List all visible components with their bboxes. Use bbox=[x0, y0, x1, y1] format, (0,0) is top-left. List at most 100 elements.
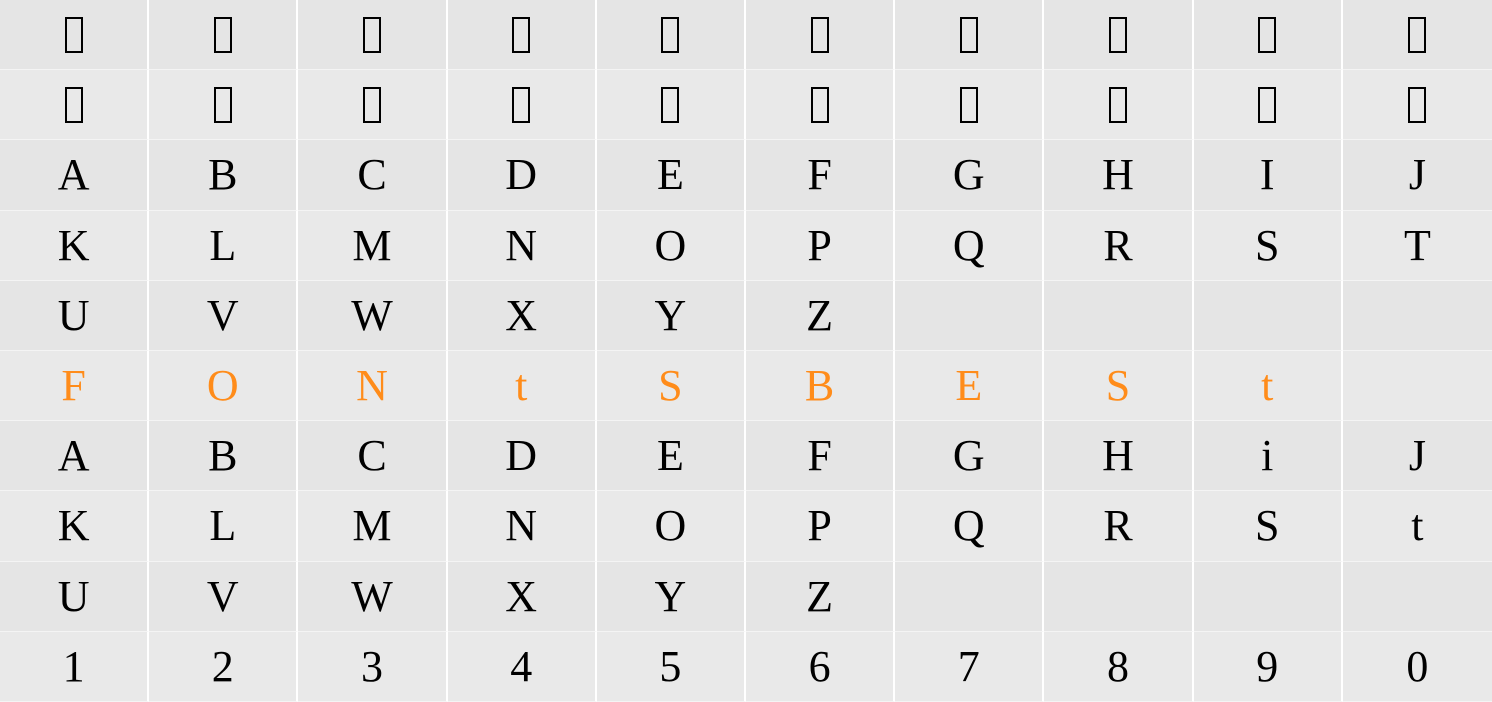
glyph-cell: 3 bbox=[298, 632, 447, 702]
notdef-glyph bbox=[1408, 87, 1426, 123]
glyph-cell: 5 bbox=[597, 632, 746, 702]
glyph-cell: P bbox=[746, 491, 895, 561]
glyph-cell: R bbox=[1044, 211, 1193, 281]
glyph-cell: C bbox=[298, 421, 447, 491]
notdef-glyph bbox=[1258, 17, 1276, 53]
notdef-glyph bbox=[1258, 87, 1276, 123]
glyph-cell: P bbox=[746, 211, 895, 281]
glyph-cell: B bbox=[746, 351, 895, 421]
glyph-cell: S bbox=[1194, 211, 1343, 281]
glyph-cell: 8 bbox=[1044, 632, 1193, 702]
glyph-cell: Q bbox=[895, 211, 1044, 281]
glyph-cell bbox=[298, 70, 447, 140]
glyph-cell bbox=[746, 0, 895, 70]
glyph-cell: E bbox=[895, 351, 1044, 421]
glyph-cell bbox=[1343, 0, 1492, 70]
notdef-glyph bbox=[363, 87, 381, 123]
glyph-cell: W bbox=[298, 562, 447, 632]
glyph-cell bbox=[1044, 562, 1193, 632]
glyph-cell bbox=[1194, 0, 1343, 70]
glyph-cell: E bbox=[597, 140, 746, 210]
glyph-cell: G bbox=[895, 140, 1044, 210]
glyph-cell: O bbox=[597, 211, 746, 281]
glyph-cell: A bbox=[0, 140, 149, 210]
glyph-cell: G bbox=[895, 421, 1044, 491]
glyph-cell: A bbox=[0, 421, 149, 491]
glyph-cell: t bbox=[448, 351, 597, 421]
glyph-cell: F bbox=[0, 351, 149, 421]
glyph-cell bbox=[1194, 281, 1343, 351]
glyph-cell: T bbox=[1343, 211, 1492, 281]
glyph-cell: U bbox=[0, 281, 149, 351]
glyph-cell bbox=[1044, 70, 1193, 140]
glyph-cell bbox=[1343, 281, 1492, 351]
glyph-cell: B bbox=[149, 421, 298, 491]
notdef-glyph bbox=[65, 17, 83, 53]
glyph-cell: M bbox=[298, 491, 447, 561]
glyph-cell bbox=[1343, 70, 1492, 140]
glyph-cell: 7 bbox=[895, 632, 1044, 702]
glyph-cell: K bbox=[0, 211, 149, 281]
glyph-cell: D bbox=[448, 140, 597, 210]
glyph-cell bbox=[1343, 562, 1492, 632]
glyph-cell: C bbox=[298, 140, 447, 210]
glyph-cell bbox=[895, 562, 1044, 632]
glyph-cell bbox=[1044, 0, 1193, 70]
glyph-cell: 9 bbox=[1194, 632, 1343, 702]
glyph-cell: X bbox=[448, 562, 597, 632]
glyph-cell: F bbox=[746, 421, 895, 491]
glyph-cell: V bbox=[149, 281, 298, 351]
glyph-cell: Z bbox=[746, 562, 895, 632]
glyph-cell: J bbox=[1343, 140, 1492, 210]
glyph-cell: N bbox=[448, 491, 597, 561]
glyph-cell: L bbox=[149, 211, 298, 281]
notdef-glyph bbox=[214, 87, 232, 123]
notdef-glyph bbox=[65, 87, 83, 123]
glyph-cell: X bbox=[448, 281, 597, 351]
glyph-cell bbox=[448, 70, 597, 140]
notdef-glyph bbox=[512, 87, 530, 123]
glyph-cell: Q bbox=[895, 491, 1044, 561]
glyph-cell bbox=[746, 70, 895, 140]
glyph-cell: I bbox=[1194, 140, 1343, 210]
glyph-cell: F bbox=[746, 140, 895, 210]
glyph-cell bbox=[1194, 562, 1343, 632]
glyph-cell: W bbox=[298, 281, 447, 351]
glyph-cell bbox=[149, 0, 298, 70]
glyph-cell: i bbox=[1194, 421, 1343, 491]
glyph-cell: J bbox=[1343, 421, 1492, 491]
glyph-cell bbox=[597, 70, 746, 140]
glyph-cell: 6 bbox=[746, 632, 895, 702]
notdef-glyph bbox=[214, 17, 232, 53]
notdef-glyph bbox=[512, 17, 530, 53]
glyph-cell: Z bbox=[746, 281, 895, 351]
glyph-cell: 1 bbox=[0, 632, 149, 702]
glyph-cell: O bbox=[149, 351, 298, 421]
glyph-cell: S bbox=[1194, 491, 1343, 561]
notdef-glyph bbox=[661, 17, 679, 53]
glyph-cell bbox=[0, 70, 149, 140]
glyph-cell: 2 bbox=[149, 632, 298, 702]
glyph-cell bbox=[448, 0, 597, 70]
glyph-cell bbox=[298, 0, 447, 70]
glyph-cell: O bbox=[597, 491, 746, 561]
glyph-cell bbox=[895, 281, 1044, 351]
notdef-glyph bbox=[661, 87, 679, 123]
glyph-cell: t bbox=[1343, 491, 1492, 561]
glyph-cell bbox=[597, 0, 746, 70]
glyph-cell: 4 bbox=[448, 632, 597, 702]
glyph-cell: V bbox=[149, 562, 298, 632]
notdef-glyph bbox=[1109, 17, 1127, 53]
glyph-cell bbox=[149, 70, 298, 140]
notdef-glyph bbox=[960, 17, 978, 53]
glyph-cell bbox=[1343, 351, 1492, 421]
glyph-cell: S bbox=[1044, 351, 1193, 421]
notdef-glyph bbox=[363, 17, 381, 53]
notdef-glyph bbox=[1408, 17, 1426, 53]
glyph-cell: 0 bbox=[1343, 632, 1492, 702]
glyph-cell: B bbox=[149, 140, 298, 210]
glyph-cell bbox=[0, 0, 149, 70]
notdef-glyph bbox=[960, 87, 978, 123]
glyph-cell: R bbox=[1044, 491, 1193, 561]
glyph-cell: D bbox=[448, 421, 597, 491]
